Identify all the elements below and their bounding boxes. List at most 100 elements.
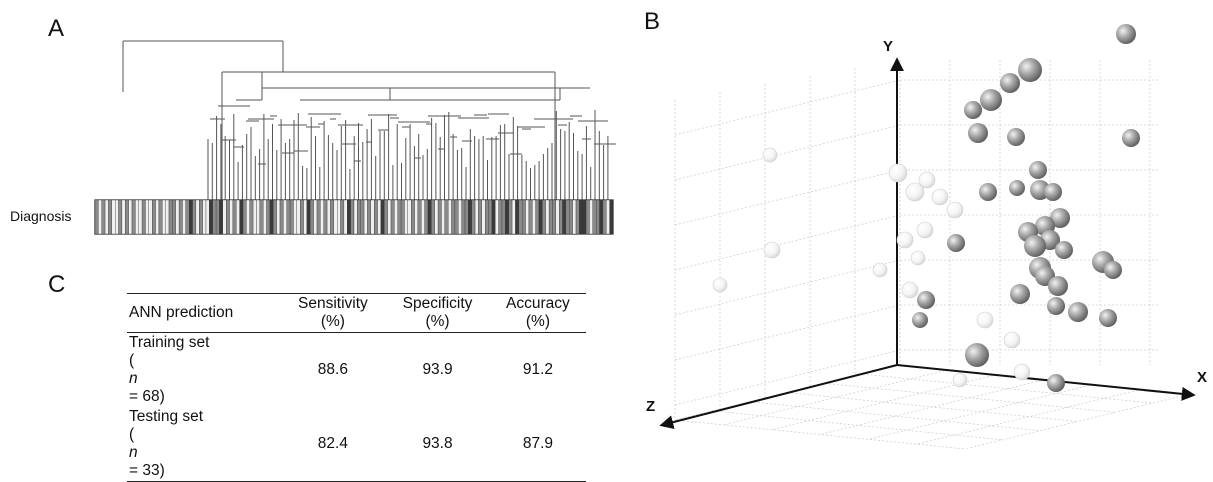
diagnosis-cell	[474, 199, 479, 235]
diagnosis-strip	[94, 199, 614, 235]
diagnosis-cell	[115, 199, 119, 235]
grid-line	[674, 419, 966, 450]
diagnosis-cell	[464, 199, 469, 235]
scatter-point-dark	[917, 291, 935, 309]
cell-sensitivity: 88.6	[317, 361, 348, 378]
diagnosis-cell	[582, 199, 587, 235]
cell-accuracy: 91.2	[522, 361, 554, 378]
diagnosis-cell	[316, 199, 321, 235]
panel-label-a: A	[48, 15, 65, 42]
scatter-point-dark	[912, 312, 928, 328]
diagnosis-cell	[461, 199, 466, 235]
diagnosis-cell	[226, 199, 230, 235]
diagnosis-cell	[511, 199, 516, 235]
cell-accuracy: 87.9	[522, 435, 554, 452]
diagnosis-cell	[535, 199, 540, 235]
diagnosis-cell	[397, 199, 402, 235]
diagnosis-cell	[374, 199, 378, 235]
axis-label-z: Z	[646, 398, 656, 415]
scatter-point-light	[918, 171, 936, 189]
diagnosis-cell	[481, 199, 486, 235]
diagnosis-cell	[528, 199, 533, 235]
scatter-point-dark	[1055, 241, 1073, 259]
diagnosis-cell	[266, 199, 271, 235]
diagnosis-cell	[552, 199, 556, 235]
diagnosis-cell	[377, 199, 382, 235]
scatter-point-dark	[1010, 284, 1030, 304]
diagnosis-cell	[421, 199, 425, 235]
grid-line	[916, 388, 1142, 445]
diagnosis-cell	[340, 199, 345, 235]
scatter-point-dark	[1007, 128, 1025, 146]
grid-line	[674, 364, 901, 421]
scatter-point-dark	[1030, 180, 1050, 200]
diagnosis-cell	[347, 199, 351, 235]
diagnosis-cell	[300, 199, 304, 235]
diagnosis-cell	[101, 199, 106, 235]
diagnosis-cell	[94, 199, 99, 235]
diagnosis-cell	[98, 199, 102, 235]
scatter-point-dark	[1092, 251, 1114, 273]
scatter-point-dark	[1068, 302, 1088, 322]
scatter-point-light	[976, 311, 994, 329]
diagnosis-cell	[360, 199, 365, 235]
diagnosis-cell	[158, 199, 163, 235]
cell-specificity: 93.9	[422, 361, 453, 378]
diagnosis-cell	[330, 199, 334, 235]
scatter-point-dark	[1047, 297, 1065, 315]
row-label-training: Training set (n = 68)	[129, 334, 210, 405]
scatter-point-dark	[1116, 24, 1136, 44]
diagnosis-cell	[367, 199, 371, 235]
grid-line	[712, 410, 1003, 441]
diagnosis-cell	[579, 199, 583, 235]
diagnosis-cell	[538, 199, 543, 235]
diagnosis-cell	[212, 199, 217, 235]
diagnosis-cell	[252, 199, 257, 235]
diagnosis-cell	[592, 199, 597, 235]
diagnosis-cell	[505, 199, 509, 235]
diagnosis-row-label: Diagnosis	[10, 208, 72, 224]
diagnosis-cell	[400, 199, 405, 235]
header-accuracy: Accuracy (%)	[506, 295, 570, 330]
scatter-point-light	[1003, 331, 1021, 349]
diagnosis-cell	[263, 199, 267, 235]
diagnosis-cell	[427, 199, 432, 235]
grid-line	[824, 382, 1116, 413]
scatter-point-dark	[1048, 276, 1068, 296]
diagnosis-cell	[162, 199, 166, 235]
diagnosis-cell	[599, 199, 604, 235]
diagnosis-cell	[249, 199, 254, 235]
diagnosis-cell	[495, 199, 499, 235]
diagnosis-cell	[273, 199, 277, 235]
scatter-point-dark	[1035, 216, 1055, 236]
scatter-point-dark	[968, 123, 988, 143]
scatter-points	[712, 24, 1140, 392]
diagnosis-cell	[434, 199, 439, 235]
diagnosis-cell	[205, 199, 210, 235]
diagnosis-cell	[165, 199, 170, 235]
axes	[659, 57, 1196, 430]
scatter-point-dark	[1035, 266, 1055, 286]
cell-specificity: 93.8	[422, 435, 453, 452]
diagnosis-cell	[454, 199, 459, 235]
diagnosis-cell	[609, 199, 614, 235]
dendrogram-figure	[94, 40, 616, 235]
diagnosis-cell	[380, 199, 385, 235]
scatter-point-dark	[1029, 257, 1051, 279]
diagnosis-cell	[313, 199, 318, 235]
row-label-testing: Testing set (n = 33)	[129, 408, 204, 479]
diagnosis-cell	[437, 199, 442, 235]
grid-lines	[674, 60, 1191, 450]
diagnosis-cell	[121, 199, 126, 235]
diagnosis-cell	[138, 199, 143, 235]
diagnosis-cell	[431, 199, 435, 235]
diagnosis-cell	[155, 199, 160, 235]
diagnosis-cell	[411, 199, 415, 235]
diagnosis-cell	[407, 199, 412, 235]
diagnosis-cell	[478, 199, 482, 235]
scatter-point-dark	[1050, 208, 1070, 228]
scatter-point-dark	[965, 343, 989, 367]
diagnosis-cell	[236, 199, 240, 235]
diagnosis-cell	[323, 199, 328, 235]
scatter-point-light	[905, 182, 925, 202]
